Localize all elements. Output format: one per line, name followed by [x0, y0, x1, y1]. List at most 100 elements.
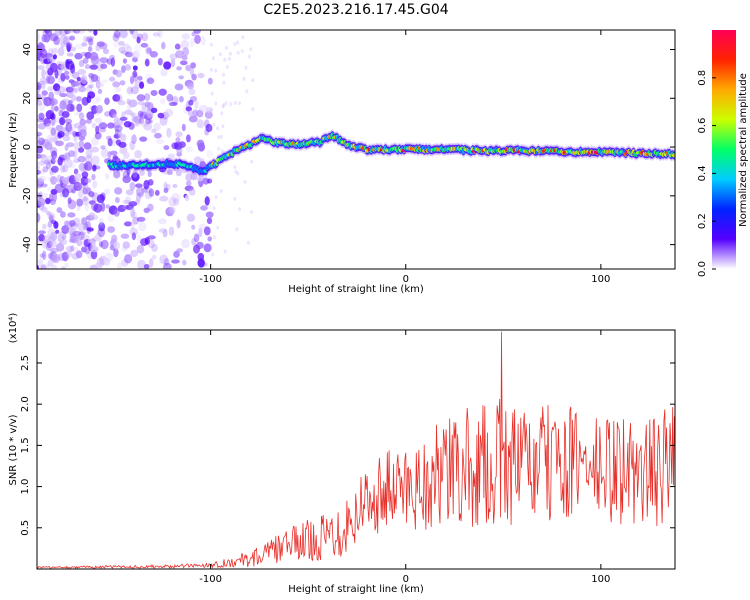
spectrogram-cell — [95, 79, 101, 89]
spectrogram-cell — [84, 64, 90, 70]
spectrogram-cell — [72, 71, 80, 79]
spectrogram-cell — [131, 134, 137, 145]
spectrogram-cell — [100, 63, 108, 70]
spectrogram-cell — [37, 65, 45, 71]
spectrogram-cell — [82, 57, 89, 64]
spectrogram-cell — [125, 189, 134, 196]
y-tick-label: 20 — [22, 92, 33, 105]
spectrogram-cell — [46, 134, 55, 143]
y-tick-label: -20 — [22, 188, 33, 204]
spectrogram-cell — [86, 227, 94, 232]
spectrogram-cell — [78, 139, 84, 148]
spectrogram-cell — [54, 69, 59, 79]
spectrogram-cell — [128, 201, 138, 207]
snr-y-scale-note: (x10⁴) — [8, 313, 19, 344]
spectrogram-cell — [228, 51, 232, 56]
snr-y-ticks: 0.5 1.0 1.5 2.0 2.5 — [20, 355, 675, 536]
spectrogram-cell — [37, 101, 43, 106]
spectrogram-cell — [94, 262, 102, 269]
spectrogram-cell — [72, 149, 78, 159]
spectrogram-cell — [189, 95, 198, 102]
spectrogram-cell — [111, 234, 118, 243]
spectrogram-cell — [155, 138, 165, 144]
spectrogram-cell — [56, 174, 62, 183]
spectrogram-cell — [240, 49, 244, 54]
spectrogram-cell — [118, 141, 127, 148]
spectrogram-cell — [38, 103, 46, 112]
spectrogram-cell — [147, 203, 154, 212]
spectrogram-cell — [67, 123, 77, 133]
spectrogram-cell — [84, 203, 90, 212]
spectrogram-cell — [45, 161, 51, 170]
spectrogram-cell — [184, 185, 194, 192]
spectrogram-cell — [146, 47, 153, 54]
colorbar-tick-label: 0.0 — [697, 261, 708, 277]
spectrogram-cell — [104, 252, 114, 262]
spectrogram-cell — [123, 221, 133, 227]
spectrogram-cell — [197, 252, 205, 261]
spectrogram-cell — [186, 213, 196, 222]
spectrogram-cell — [80, 176, 89, 186]
spectrogram-cell — [45, 197, 51, 205]
spectrogram-cell — [174, 43, 181, 50]
spectrogram-cell — [218, 52, 222, 57]
spectrogram-cell — [137, 110, 144, 118]
spectrogram-cell — [120, 133, 127, 142]
spectrogram-cell — [146, 77, 155, 85]
spectrogram-cell — [134, 150, 142, 159]
spectrogram-cell — [84, 161, 93, 172]
spectrogram-cell — [89, 51, 99, 61]
spectrogram-cell — [182, 47, 190, 57]
spectrogram-cell — [201, 35, 206, 46]
spectrogram-cell — [67, 199, 77, 210]
spectrogram-cell — [95, 232, 102, 242]
spectrogram-cell — [37, 177, 44, 187]
spectrogram-cell — [138, 221, 147, 232]
spectrogram-cell — [244, 65, 248, 70]
spectrogram-cell — [191, 73, 197, 81]
spectrogram-cell — [72, 30, 81, 34]
spectrogram-cell — [224, 101, 228, 106]
spectrogram-cell — [50, 157, 56, 165]
y-tick-label: 1.5 — [20, 437, 31, 453]
spectrogram-cell — [85, 154, 93, 165]
spectrogram-cell — [180, 40, 190, 50]
spectrogram-cell — [107, 226, 116, 233]
spectrogram-cell — [80, 74, 88, 85]
spectrogram-cell — [212, 235, 216, 240]
spectrogram-cell — [41, 206, 48, 213]
spectrogram-cell — [198, 104, 208, 112]
spectrogram-cell — [171, 96, 179, 105]
spectrogram-cell — [37, 82, 42, 90]
y-tick-label: 2.5 — [20, 355, 31, 371]
spectrogram-cell — [137, 75, 143, 81]
spectrogram-cell — [159, 98, 166, 105]
spectrogram-cell — [68, 150, 76, 157]
spectrogram-cell — [162, 262, 172, 269]
spectrogram-cell — [166, 169, 173, 176]
spectrogram-cell — [157, 30, 163, 39]
spectrogram-cell — [89, 64, 99, 70]
spectrogram-cell — [65, 42, 73, 50]
spectrogram-cell — [141, 102, 147, 113]
spectrogram-cell — [196, 109, 204, 118]
spectrogram-cell — [160, 68, 168, 77]
spectrogram-cell — [173, 198, 180, 206]
spectrogram-cell — [89, 214, 99, 221]
spectrogram-cell — [77, 124, 87, 133]
spectrogram-cell — [203, 243, 212, 253]
spectrogram-cell — [46, 56, 54, 63]
spectrogram-cell — [143, 263, 150, 269]
spectrogram-cell — [65, 74, 70, 80]
y-tick-label: -40 — [22, 236, 33, 252]
spectrogram-cell — [163, 145, 170, 151]
spectrogram-cell — [43, 117, 51, 127]
spectrogram-cell — [66, 142, 75, 148]
spectrogram-cell — [96, 75, 101, 82]
spectrogram-cell — [63, 220, 69, 227]
spectrogram-cell — [112, 94, 121, 102]
spectrogram-cell — [97, 82, 104, 88]
spectrogram-cell — [103, 258, 111, 266]
spectrogram-cell — [205, 107, 213, 113]
spectrogram-cell — [194, 34, 201, 45]
